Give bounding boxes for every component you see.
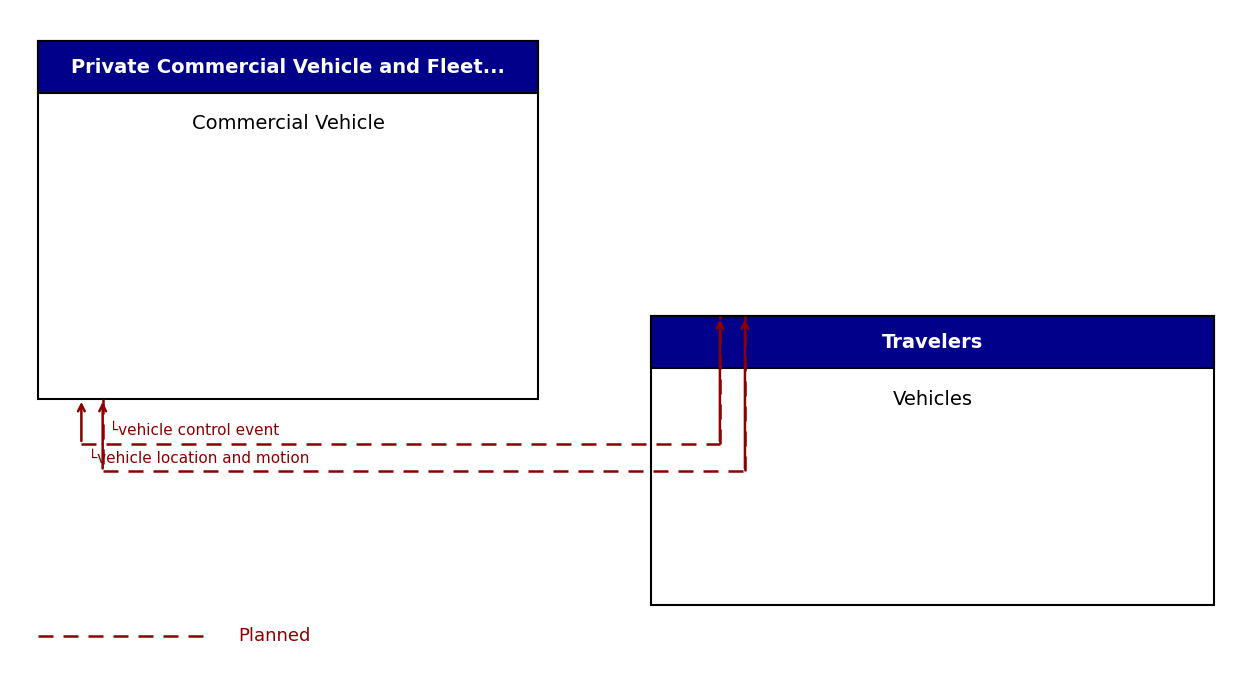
Text: └vehicle control event: └vehicle control event xyxy=(109,423,279,438)
Bar xyxy=(38,41,538,399)
Bar xyxy=(651,316,1214,368)
Text: Commercial Vehicle: Commercial Vehicle xyxy=(192,114,384,133)
Text: Vehicles: Vehicles xyxy=(893,389,973,409)
Bar xyxy=(651,316,1214,605)
Text: Planned: Planned xyxy=(238,627,310,645)
Text: └vehicle location and motion: └vehicle location and motion xyxy=(88,451,309,466)
Bar xyxy=(38,41,538,93)
Text: Private Commercial Vehicle and Fleet...: Private Commercial Vehicle and Fleet... xyxy=(71,58,505,76)
Text: Travelers: Travelers xyxy=(883,333,983,352)
